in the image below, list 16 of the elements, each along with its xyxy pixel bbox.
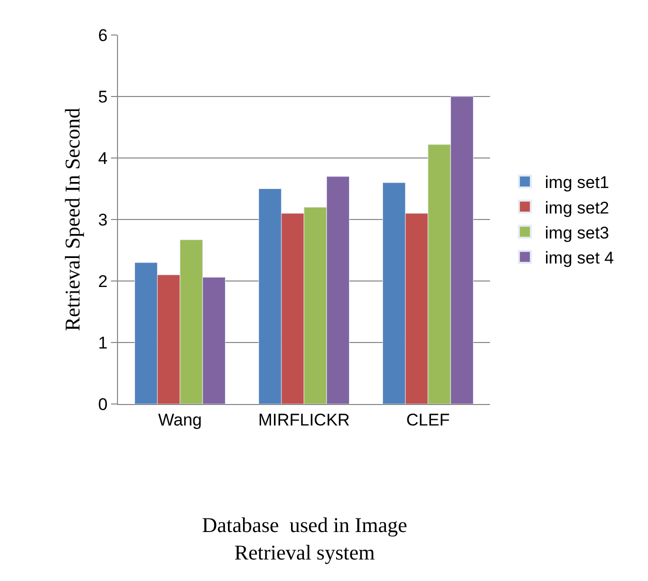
y-tick-label: 4 — [98, 148, 108, 168]
x-axis-title: Database used in Image Retrieval system — [202, 513, 408, 564]
legend-label: img set3 — [544, 223, 610, 242]
legend-label: img set1 — [544, 173, 610, 192]
y-tick-label: 1 — [98, 333, 108, 352]
x-tick-label: CLEF — [406, 410, 450, 430]
y-tick-label: 6 — [98, 26, 108, 45]
y-tick-label: 2 — [98, 272, 108, 291]
legend-label: img set 4 — [544, 248, 614, 268]
x-tick-label: Wang — [158, 410, 202, 430]
y-tick-label: 0 — [98, 394, 108, 414]
legend-label: img set2 — [544, 198, 610, 218]
y-tick-label: 3 — [98, 210, 108, 230]
x-tick-label: MIRFLICKR — [258, 410, 350, 430]
y-tick-label: 5 — [98, 87, 108, 106]
y-axis-title: Retrieval Speed In Second — [60, 107, 84, 332]
